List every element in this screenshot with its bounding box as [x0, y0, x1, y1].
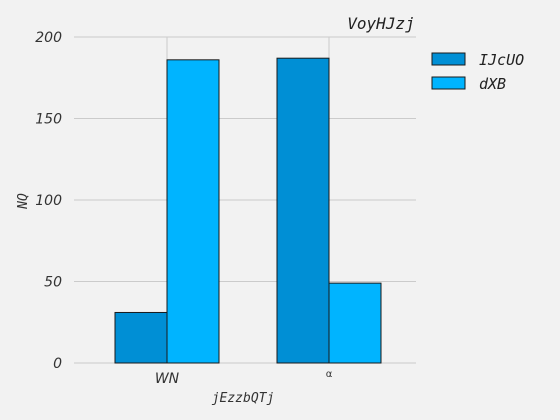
legend-label: IJcUO — [479, 51, 524, 69]
chart-title: VoyHJzj — [347, 14, 414, 33]
x-tick-label: WN — [155, 371, 180, 387]
y-tick-label: 100 — [35, 193, 62, 209]
y-tick-label: 0 — [53, 356, 62, 372]
legend-swatch-IJcUO — [431, 52, 466, 66]
bar-IJcUO-0 — [114, 311, 168, 364]
legend-label: dXB — [479, 75, 506, 93]
legend: IJcUO dXB — [431, 51, 524, 93]
y-tick-label: 200 — [35, 30, 62, 46]
x-axis-label: jEzzbQTj — [212, 391, 275, 406]
bar-IJcUO-1 — [276, 57, 330, 364]
bars — [114, 57, 382, 364]
y-tick-label: 150 — [35, 112, 62, 128]
legend-swatch-dXB — [431, 76, 466, 90]
y-tick-label: 50 — [44, 275, 62, 291]
y-tick-labels: 0 50 100 150 200 — [35, 30, 62, 372]
bar-dXB-0 — [166, 59, 220, 364]
x-tick-label: α — [326, 369, 333, 380]
x-tick-labels: WN α — [155, 369, 333, 387]
y-axis-label: NQ — [16, 193, 31, 210]
bar-dXB-1 — [328, 282, 382, 364]
